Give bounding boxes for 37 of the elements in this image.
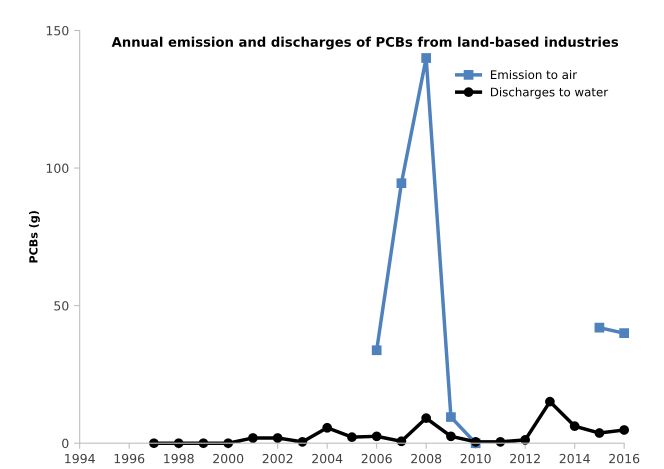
- point: [421, 53, 432, 63]
- point: [594, 322, 604, 333]
- point: [272, 433, 283, 443]
- x-tick-label: 2016: [609, 454, 640, 464]
- point: [372, 431, 382, 442]
- x-tick-label: 2006: [362, 454, 392, 464]
- x-tick-label: 1994: [65, 454, 95, 464]
- y-axis-title: PCBs (g): [29, 211, 40, 263]
- chart-title: Annual emission and discharges of PCBs from land-based industries: [112, 36, 618, 50]
- legend-label: Discharges to water: [490, 87, 608, 99]
- x-tick-label: 1998: [164, 454, 194, 464]
- y-tick-label: 50: [54, 301, 68, 311]
- point: [446, 412, 456, 422]
- x-tick-label: 2012: [510, 454, 540, 464]
- x-tick-label: 2010: [460, 454, 491, 464]
- point: [248, 433, 258, 443]
- point: [594, 428, 604, 438]
- x-tick-label: 2004: [312, 454, 342, 464]
- point: [396, 178, 406, 188]
- point: [322, 422, 332, 433]
- y-tick-label: 100: [46, 164, 68, 173]
- point: [347, 432, 357, 442]
- y-tick-label: 0: [62, 438, 68, 448]
- x-tick-label: 2002: [262, 454, 292, 464]
- x-tick-label: 1996: [114, 454, 144, 464]
- point: [570, 421, 580, 432]
- point: [421, 413, 432, 424]
- point: [619, 425, 630, 435]
- x-tick-label: 2008: [411, 454, 442, 464]
- y-tick-label: 150: [46, 26, 68, 36]
- point: [372, 345, 382, 356]
- legend-label: Emission to air: [490, 70, 578, 80]
- point: [619, 328, 630, 338]
- point: [446, 431, 456, 442]
- x-tick-label: 2000: [213, 454, 244, 464]
- x-tick-label: 2014: [560, 454, 590, 464]
- point: [545, 396, 555, 407]
